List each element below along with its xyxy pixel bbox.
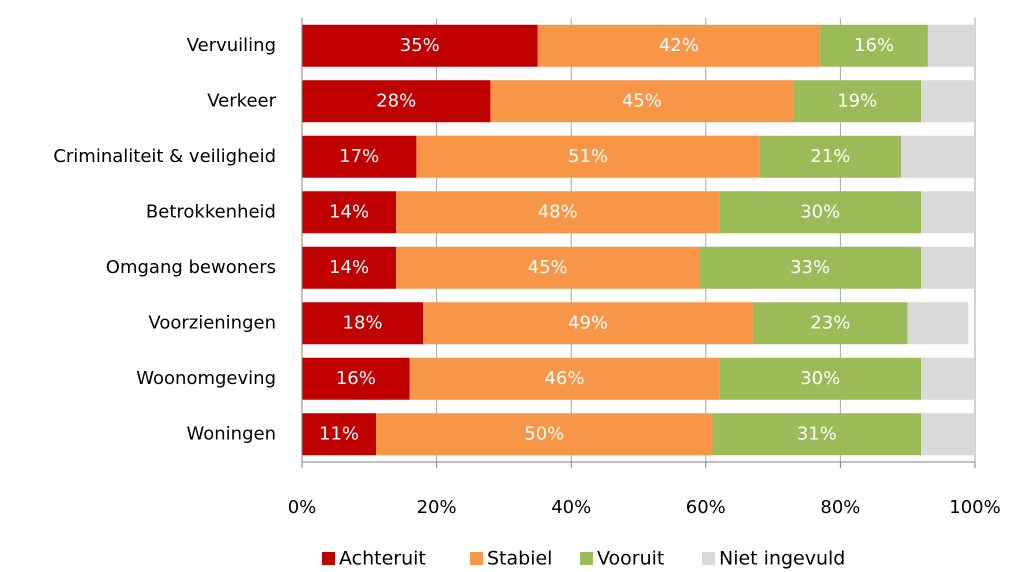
legend-label: Stabiel <box>487 548 552 570</box>
bar-segment <box>416 135 760 178</box>
bar-segment <box>921 246 975 289</box>
data-label: 51% <box>568 146 608 167</box>
bar-segment <box>302 80 491 123</box>
data-label: 18% <box>343 312 383 333</box>
x-tick-label: 20% <box>417 497 457 518</box>
bar-segment <box>759 135 901 178</box>
y-tick-label: Woningen <box>187 423 276 444</box>
bar-segment <box>927 24 975 67</box>
bar-segment <box>409 357 720 400</box>
y-tick-label: Woonomgeving <box>136 368 276 389</box>
data-label: 14% <box>329 257 369 278</box>
data-label: 45% <box>622 90 662 111</box>
bar-segment <box>921 80 975 123</box>
x-tick-label: 60% <box>686 497 726 518</box>
x-tick-label: 80% <box>820 497 860 518</box>
bar-segment <box>490 80 794 123</box>
bar-segment <box>302 413 377 456</box>
data-label: 31% <box>797 423 837 444</box>
data-label: 16% <box>336 368 376 389</box>
data-label: 49% <box>568 312 608 333</box>
bar-segment <box>302 24 538 67</box>
bar-segment <box>302 246 397 289</box>
bar-segment <box>376 413 713 456</box>
bar-segment <box>302 135 417 178</box>
data-label: 33% <box>790 257 830 278</box>
bar-segment <box>712 413 922 456</box>
legend-swatch <box>470 552 483 565</box>
bar-segment <box>537 24 821 67</box>
data-label: 19% <box>837 90 877 111</box>
legend-label: Vooruit <box>597 548 664 570</box>
data-label: 14% <box>329 201 369 222</box>
x-tick-label: 40% <box>551 497 591 518</box>
data-label: 35% <box>400 35 440 56</box>
data-label: 42% <box>659 35 699 56</box>
bar-segment <box>719 191 922 234</box>
bars <box>302 24 975 456</box>
data-label: 23% <box>810 312 850 333</box>
bar-segment <box>302 191 397 234</box>
x-tick-label: 100% <box>949 497 1000 518</box>
legend-label: Niet ingevuld <box>719 548 845 570</box>
y-tick-label: Betrokkenheid <box>146 201 276 222</box>
data-label: 30% <box>800 201 840 222</box>
bar-segment <box>793 80 922 123</box>
y-tick-label: Criminaliteit & veiligheid <box>53 146 276 167</box>
legend-swatch <box>580 552 593 565</box>
bar-segment <box>396 246 700 289</box>
data-label: 28% <box>376 90 416 111</box>
x-tick-label: 0% <box>288 497 317 518</box>
bar-segment <box>302 302 424 345</box>
y-tick-label: Vervuiling <box>187 35 276 56</box>
bar-segment <box>900 135 975 178</box>
data-label: 17% <box>339 146 379 167</box>
bar-segment <box>907 302 969 345</box>
data-label: 11% <box>319 423 359 444</box>
bar-segment <box>396 191 720 234</box>
bar-segment <box>699 246 922 289</box>
legend-swatch <box>702 552 715 565</box>
bar-segment <box>921 191 975 234</box>
data-label: 46% <box>544 368 584 389</box>
bar-segment <box>921 357 975 400</box>
bar-segment <box>302 357 410 400</box>
y-tick-label: Verkeer <box>207 90 276 111</box>
data-label: 16% <box>854 35 894 56</box>
bar-segment <box>921 413 975 456</box>
data-label: 21% <box>810 146 850 167</box>
bar-segment <box>820 24 928 67</box>
labels: 0% 20% 40% 60% 80% 100% Vervuiling 35% 42% 16% Ver… <box>53 35 1000 570</box>
bar-segment <box>752 302 908 345</box>
legend-swatch <box>322 552 335 565</box>
y-tick-label: Voorzieningen <box>148 312 276 333</box>
legend-label: Achteruit <box>339 548 426 570</box>
bar-segment <box>719 357 922 400</box>
data-label: 50% <box>524 423 564 444</box>
bar-segment <box>423 302 753 345</box>
data-label: 45% <box>528 257 568 278</box>
y-tick-label: Omgang bewoners <box>106 257 276 278</box>
data-label: 30% <box>800 368 840 389</box>
data-label: 48% <box>538 201 578 222</box>
